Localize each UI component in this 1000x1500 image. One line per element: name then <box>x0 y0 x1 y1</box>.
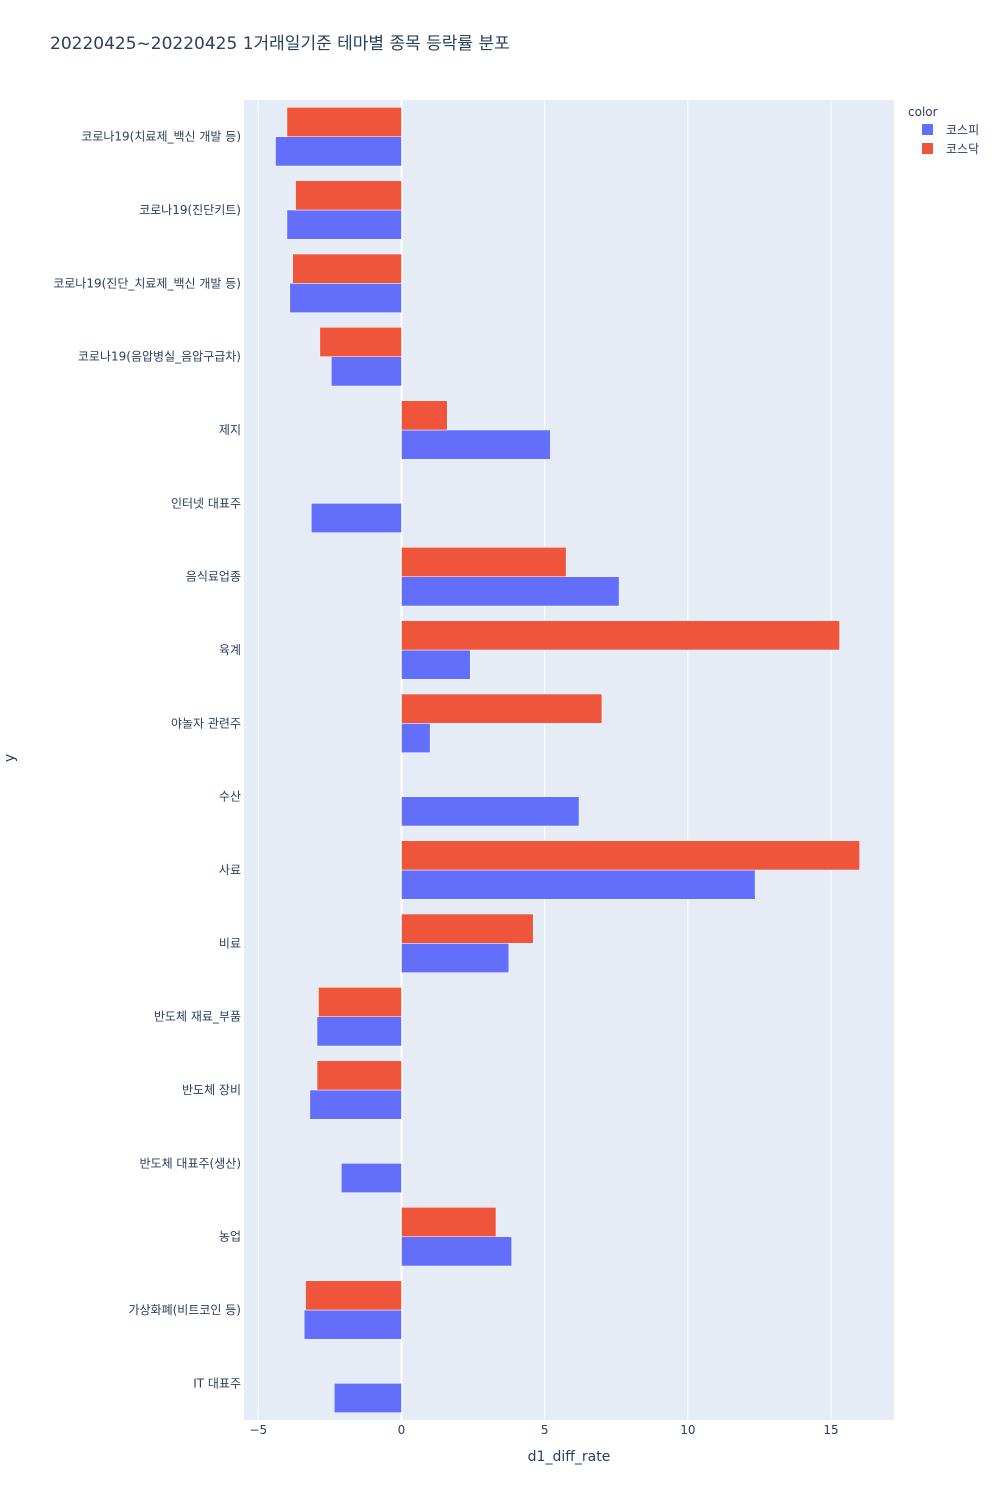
bar <box>341 1163 402 1193</box>
bar <box>311 503 402 533</box>
bar <box>316 1060 402 1091</box>
bar <box>401 1236 512 1267</box>
y-tick-label: 비료 <box>219 936 241 950</box>
x-tick-label: 5 <box>541 1423 549 1437</box>
legend-title: color <box>908 105 938 119</box>
y-tick-label: 코로나19(진단_치료제_백신 개발 등) <box>53 276 241 290</box>
y-tick-label: 수산 <box>219 790 241 804</box>
y-tick-label: 반도체 대표주(생산) <box>140 1156 242 1170</box>
bar <box>275 136 402 167</box>
y-tick-label: 제지 <box>219 423 241 437</box>
gridlines <box>257 100 832 1420</box>
bar <box>286 107 402 137</box>
bar <box>401 620 840 651</box>
y-tick-label: 사료 <box>219 863 241 877</box>
y-axis-title: y <box>2 754 18 762</box>
y-tick-label: 육계 <box>219 643 241 657</box>
y-tick-label: 인터넷 대표주 <box>171 496 241 510</box>
y-tick-label: 가상화폐(비트코인 등) <box>128 1303 241 1317</box>
y-tick-labels: 코로나19(치료제_백신 개발 등) 코로나19(진단키트) 코로나19(진단_치료… <box>53 130 241 1391</box>
chart-title: 20220425~20220425 1거래일기준 테마별 종목 등락률 분포 <box>50 34 510 54</box>
plot-area <box>244 100 894 1420</box>
bar <box>303 1309 402 1340</box>
bar <box>289 283 402 313</box>
legend-label: 코스닥 <box>946 142 979 156</box>
bar <box>309 1089 402 1120</box>
bar <box>401 649 471 680</box>
bar <box>319 327 402 357</box>
bar <box>295 180 402 211</box>
bar <box>286 209 402 240</box>
bar <box>401 796 580 827</box>
legend-swatch <box>922 124 933 135</box>
y-tick-label: IT 대표주 <box>193 1376 241 1390</box>
x-axis-title: d1_diff_rate <box>528 1449 611 1465</box>
y-tick-label: 코로나19(치료제_백신 개발 등) <box>81 130 241 144</box>
bars <box>275 107 860 1413</box>
y-tick-label: 코로나19(음압병실_음압구급차) <box>78 350 241 364</box>
bar <box>305 1280 402 1311</box>
y-tick-label: 야놀자 관련주 <box>171 716 241 730</box>
x-tick-label: 0 <box>398 1423 406 1437</box>
bar <box>401 840 860 871</box>
x-tick-label: −5 <box>249 1423 267 1437</box>
legend-label: 코스피 <box>946 123 979 137</box>
bar <box>318 987 402 1017</box>
y-tick-label: 코로나19(진단키트) <box>139 203 241 217</box>
bar <box>333 1383 402 1413</box>
bar <box>292 253 402 284</box>
bar <box>401 869 756 900</box>
bar <box>401 547 567 577</box>
bar <box>331 356 402 387</box>
bar <box>401 1207 497 1237</box>
y-tick-label: 농업 <box>219 1230 241 1244</box>
y-tick-label: 반도체 장비 <box>182 1083 241 1097</box>
y-tick-label: 음식료업종 <box>186 570 241 584</box>
x-tick-label: 15 <box>823 1423 838 1437</box>
bar <box>401 913 534 944</box>
x-tick-labels: −5 0 5 10 15 <box>249 1423 838 1437</box>
bar <box>401 429 551 460</box>
y-tick-label: 반도체 재료_부품 <box>154 1010 241 1024</box>
bar <box>401 943 510 973</box>
bar <box>401 693 603 724</box>
bar <box>401 576 620 607</box>
bar <box>401 400 448 431</box>
x-tick-label: 10 <box>680 1423 695 1437</box>
legend-swatch <box>922 143 933 154</box>
bar <box>401 723 431 753</box>
bar <box>316 1016 402 1047</box>
